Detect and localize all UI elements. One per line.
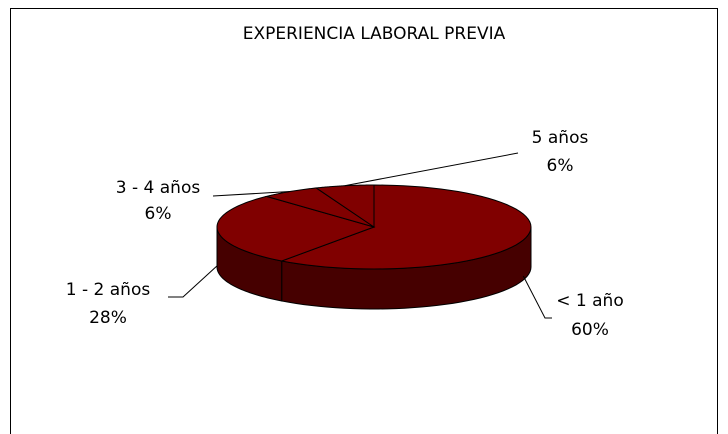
category-label: 5 años: [532, 128, 589, 148]
value-label: 60%: [571, 320, 609, 340]
leader-line: [344, 152, 519, 187]
category-label: < 1 año: [556, 291, 623, 311]
leader-line: [168, 265, 218, 298]
chart-frame: [10, 8, 718, 434]
value-label: 6%: [547, 156, 574, 176]
leader-line: [212, 191, 290, 197]
category-label: 1 - 2 años: [66, 280, 151, 300]
pie-slice: [216, 195, 376, 262]
chart-title: EXPERIENCIA LABORAL PREVIA: [243, 24, 506, 44]
pie: [216, 184, 532, 310]
leader-line: [522, 275, 552, 319]
value-label: 6%: [145, 204, 172, 224]
pie-slice: [279, 184, 532, 270]
value-label: 28%: [89, 308, 127, 328]
category-label: 3 - 4 años: [116, 178, 201, 198]
